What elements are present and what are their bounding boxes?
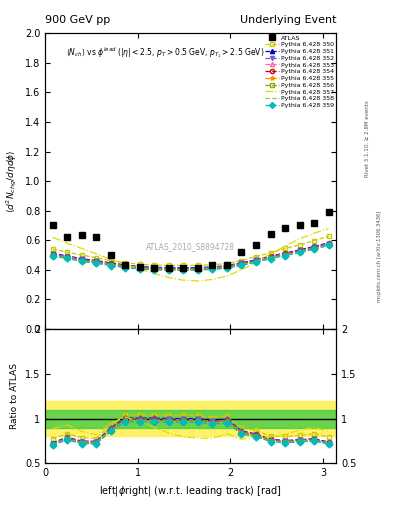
Text: 900 GeV pp: 900 GeV pp [45,14,110,25]
Text: $\langle N_{ch}\rangle$ vs $\phi^{lead}$ ($|\eta| < 2.5$, $p_T > 0.5$ GeV, $p_{T: $\langle N_{ch}\rangle$ vs $\phi^{lead}$… [66,45,264,60]
Legend: ATLAS, Pythia 6.428 350, Pythia 6.428 351, Pythia 6.428 352, Pythia 6.428 353, P: ATLAS, Pythia 6.428 350, Pythia 6.428 35… [265,35,334,108]
Bar [45,401,336,436]
Y-axis label: Ratio to ATLAS: Ratio to ATLAS [10,363,19,429]
Y-axis label: $\langle d^2 N_{chg}/d\eta d\phi \rangle$: $\langle d^2 N_{chg}/d\eta d\phi \rangle… [5,150,19,213]
Text: mcplots.cern.ch [arXiv:1306.3436]: mcplots.cern.ch [arXiv:1306.3436] [377,210,382,302]
Text: Rivet 3.1.10, ≥ 2.8M events: Rivet 3.1.10, ≥ 2.8M events [365,100,370,177]
Text: Underlying Event: Underlying Event [239,14,336,25]
X-axis label: left|$\phi$right| (w.r.t. leading track) [rad]: left|$\phi$right| (w.r.t. leading track)… [99,484,282,498]
Bar [45,410,336,428]
Text: ATLAS_2010_S8894728: ATLAS_2010_S8894728 [146,242,235,251]
